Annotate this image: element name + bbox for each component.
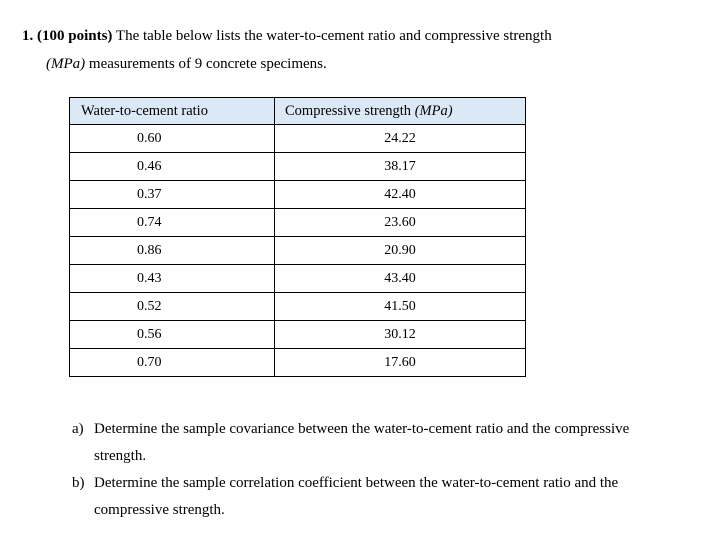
data-table: Water-to-cement ratio Compressive streng… bbox=[69, 97, 526, 377]
question-part: b) Determine the sample correlation coeff… bbox=[72, 470, 682, 524]
question-parts: a) Determine the sample covariance betwee… bbox=[72, 416, 682, 524]
table-row: 0.86 20.90 bbox=[69, 236, 526, 265]
cell-ratio: 0.56 bbox=[69, 320, 275, 349]
question-part-label: b) bbox=[72, 475, 85, 491]
problem-number: 1. bbox=[22, 28, 34, 44]
problem-points: (100 points) bbox=[37, 28, 113, 44]
cell-strength: 43.40 bbox=[274, 264, 526, 293]
header-water-cement-ratio: Water-to-cement ratio bbox=[69, 97, 275, 125]
table-row: 0.46 38.17 bbox=[69, 152, 526, 181]
table-header-row: Water-to-cement ratio Compressive streng… bbox=[69, 97, 526, 125]
cell-ratio: 0.74 bbox=[69, 208, 275, 237]
cell-ratio: 0.70 bbox=[69, 348, 275, 377]
header-compressive-strength-text: Compressive strength bbox=[285, 102, 415, 119]
cell-strength: 23.60 bbox=[274, 208, 526, 237]
cell-strength: 20.90 bbox=[274, 236, 526, 265]
cell-ratio: 0.37 bbox=[69, 180, 275, 209]
question-part-text: Determine the sample covariance between … bbox=[94, 421, 630, 464]
table-row: 0.43 43.40 bbox=[69, 264, 526, 293]
cell-ratio: 0.60 bbox=[69, 124, 275, 153]
table-body: 0.60 24.22 0.46 38.17 0.37 42.40 0.74 23.60 0.86… bbox=[69, 124, 526, 377]
table-row: 0.56 30.12 bbox=[69, 320, 526, 349]
table-row: 0.60 24.22 bbox=[69, 124, 526, 153]
cell-strength: 17.60 bbox=[274, 348, 526, 377]
cell-ratio: 0.86 bbox=[69, 236, 275, 265]
question-part-label: a) bbox=[72, 421, 84, 437]
table-row: 0.70 17.60 bbox=[69, 348, 526, 377]
header-compressive-strength: Compressive strength (MPa) bbox=[274, 97, 526, 125]
problem-text-line2: measurements of 9 concrete specimens. bbox=[88, 56, 327, 72]
cell-strength: 42.40 bbox=[274, 180, 526, 209]
cell-strength: 24.22 bbox=[274, 124, 526, 153]
table-row: 0.37 42.40 bbox=[69, 180, 526, 209]
cell-ratio: 0.43 bbox=[69, 264, 275, 293]
question-part: a) Determine the sample covariance betwee… bbox=[72, 416, 682, 470]
cell-strength: 38.17 bbox=[274, 152, 526, 181]
cell-strength: 41.50 bbox=[274, 292, 526, 321]
table-row: 0.74 23.60 bbox=[69, 208, 526, 237]
cell-ratio: 0.52 bbox=[69, 292, 275, 321]
table-row: 0.52 41.50 bbox=[69, 292, 526, 321]
cell-ratio: 0.46 bbox=[69, 152, 275, 181]
question-part-text: Determine the sample correlation coeffic… bbox=[94, 475, 619, 518]
problem-text-line1: The table below lists the water-to-cemen… bbox=[115, 28, 552, 44]
problem-unit: (MPa) bbox=[46, 56, 86, 72]
header-compressive-strength-unit: (MPa) bbox=[414, 102, 453, 119]
problem-statement: 1. (100 points) The table below lists th… bbox=[22, 22, 682, 78]
cell-strength: 30.12 bbox=[274, 320, 526, 349]
